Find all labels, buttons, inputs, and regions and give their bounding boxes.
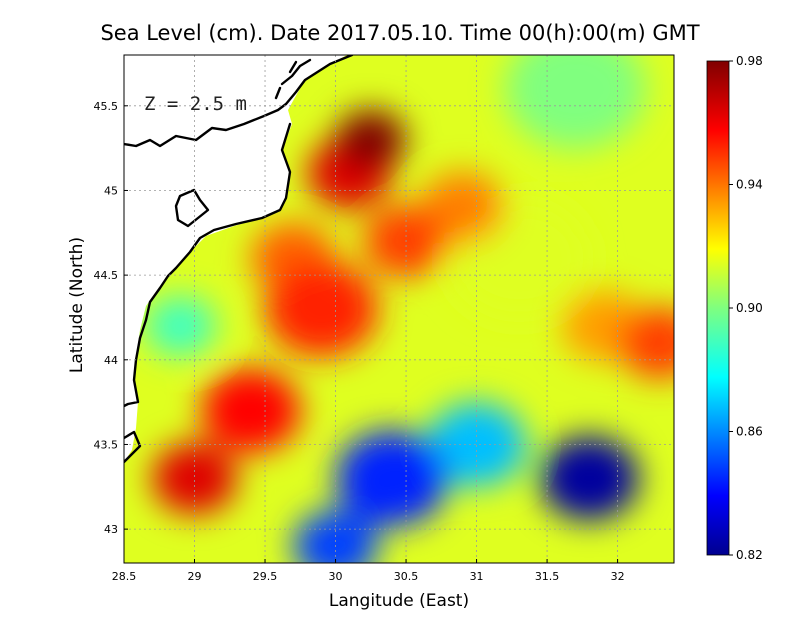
- field-feature: [617, 306, 674, 379]
- colorbar-tick-label: 0.94: [736, 178, 763, 192]
- land-mass: [124, 55, 347, 462]
- lake-outline: [174, 188, 210, 228]
- gridlines: [124, 55, 674, 563]
- field-feature: [152, 442, 237, 515]
- plot-area: [124, 55, 674, 563]
- y-tick-label: 44: [104, 354, 118, 367]
- field-feature: [504, 55, 646, 149]
- colorbar-ticks: 0.98 0.94 0.90 0.86 0.82: [729, 54, 763, 562]
- depth-annotation: Z = 2.5 m: [144, 93, 247, 115]
- y-tick-label: 43.5: [94, 438, 119, 451]
- x-tick-label: 29.5: [253, 570, 278, 583]
- x-tick-label: 30: [329, 570, 343, 583]
- x-tick-label: 31: [470, 570, 484, 583]
- y-tick-label: 44.5: [94, 269, 119, 282]
- coastline: [124, 55, 354, 148]
- coastline-inlet: [274, 58, 312, 100]
- plot-frame: [123, 54, 675, 564]
- y-tick-label: 45.5: [94, 100, 119, 113]
- colorbar-tick-label: 0.90: [736, 301, 763, 315]
- sea-level-field: [145, 55, 674, 563]
- field-feature: [265, 261, 378, 357]
- chart-title: Sea Level (cm). Date 2017.05.10. Time 00…: [100, 21, 699, 45]
- x-tick-label: 30.5: [394, 570, 419, 583]
- coastline-southwest: [124, 430, 142, 464]
- field-feature: [427, 402, 526, 487]
- colorbar-tick-label: 0.82: [736, 548, 763, 562]
- field-feature: [335, 430, 449, 527]
- colorbar-tick-label: 0.86: [736, 425, 763, 439]
- x-tick-label: 28.5: [112, 570, 137, 583]
- coastline-south: [124, 122, 292, 408]
- x-tick-label: 31.5: [535, 570, 560, 583]
- y-axis-label: Latitude (North): [67, 237, 87, 373]
- x-tick-label: 29: [188, 570, 202, 583]
- y-axis-ticks: 43 43.5 44 44.5 45 45.5: [94, 100, 128, 536]
- x-tick-label: 32: [611, 570, 625, 583]
- field-feature: [335, 109, 407, 170]
- colorbar: [706, 60, 730, 556]
- x-axis-ticks: 28.5 29 29.5 30 30.5 31 31.5 32: [112, 559, 625, 583]
- field-feature: [145, 295, 216, 356]
- y-tick-label: 43: [104, 523, 118, 536]
- x-axis-label: Langitude (East): [329, 591, 469, 611]
- y-tick-label: 45: [104, 184, 118, 197]
- field-feature: [201, 368, 301, 453]
- field-feature: [540, 436, 639, 521]
- colorbar-tick-label: 0.98: [736, 54, 763, 68]
